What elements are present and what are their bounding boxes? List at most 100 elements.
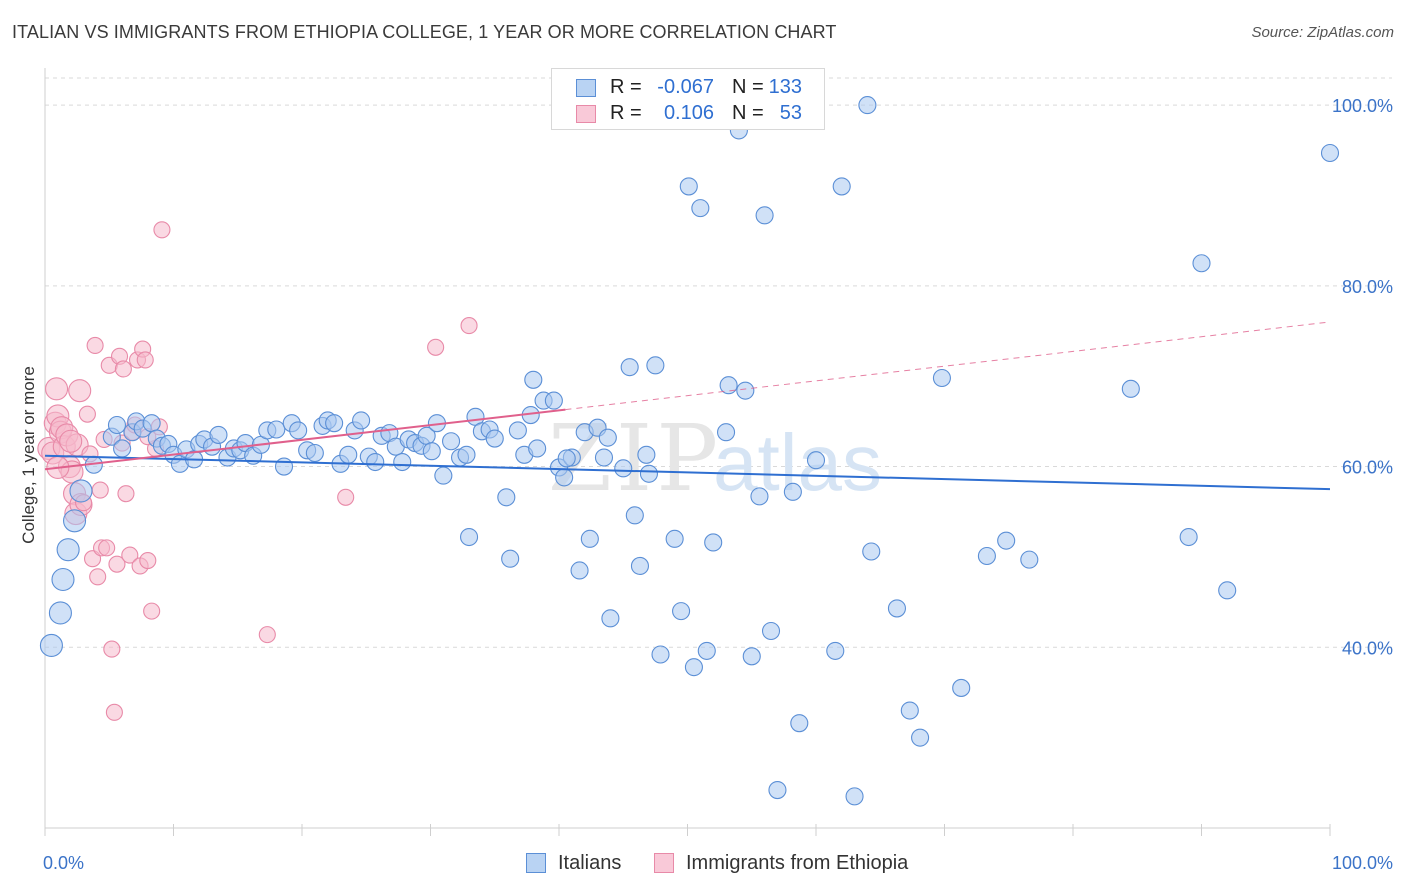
italian-point xyxy=(665,529,684,548)
italian-point xyxy=(646,356,665,375)
series-legend: Italians Immigrants from Ethiopia xyxy=(0,852,1406,878)
italian-point xyxy=(672,602,691,621)
italian-point xyxy=(497,488,516,507)
n-label: N = xyxy=(732,76,764,98)
italian-point xyxy=(485,429,504,448)
italian-point xyxy=(51,567,75,592)
italian-point xyxy=(736,381,755,400)
ethiopia-point xyxy=(139,551,157,570)
ethiopia-point xyxy=(153,221,171,239)
italian-point xyxy=(267,420,286,439)
italian-point xyxy=(704,533,723,552)
y-tick-label: 40.0% xyxy=(1342,638,1393,658)
legend-row-ethiopia: R = 0.106 N = 53 xyxy=(552,102,824,128)
chart-title: ITALIAN VS IMMIGRANTS FROM ETHIOPIA COLL… xyxy=(12,22,837,42)
legend-label-italians: Italians xyxy=(558,852,622,874)
italian-point xyxy=(826,641,845,660)
italian-point xyxy=(620,358,639,377)
ethiopia-point xyxy=(337,488,355,506)
y-tick-label: 100.0% xyxy=(1332,96,1393,116)
italian-point xyxy=(366,452,385,472)
tick-labels: 100.0% 80.0% 60.0% 40.0% 0.0% 100.0% xyxy=(43,96,1393,873)
n-label: N = xyxy=(732,102,764,124)
italian-point xyxy=(289,421,308,440)
ethiopia-point xyxy=(89,568,107,586)
italian-point xyxy=(459,527,479,547)
italian-point xyxy=(887,599,907,618)
italian-point xyxy=(601,609,620,628)
italian-point xyxy=(1192,254,1211,273)
italian-point xyxy=(679,177,698,196)
italian-point xyxy=(651,645,670,664)
y-tick-label: 60.0% xyxy=(1342,458,1393,478)
r-label: R = xyxy=(610,76,642,98)
italian-point xyxy=(806,451,826,470)
ethiopia-point xyxy=(117,485,135,503)
italian-point xyxy=(614,459,633,478)
y-axis-label: College, 1 year or more xyxy=(19,366,38,544)
italian-point xyxy=(457,445,476,464)
ethiopia-point xyxy=(103,640,121,658)
italian-point xyxy=(48,601,72,625)
ethiopia-point xyxy=(136,351,154,369)
ethiopia-point xyxy=(427,338,445,356)
trendline-ethiopia-extension xyxy=(565,321,1331,411)
italian-point xyxy=(977,546,996,566)
ethiopia-point xyxy=(460,317,478,335)
italian-point xyxy=(570,561,589,580)
series-ethiopia-points xyxy=(37,221,478,721)
trendline-italians xyxy=(44,454,1331,491)
italian-point xyxy=(952,678,971,697)
italian-point xyxy=(768,780,787,800)
ethiopia-point xyxy=(114,360,132,378)
legend-swatch-italians xyxy=(526,853,546,873)
italian-point xyxy=(911,728,930,747)
ethiopia-point xyxy=(108,555,126,573)
italian-point xyxy=(742,647,761,666)
y-tick-label: 80.0% xyxy=(1342,277,1393,297)
ethiopia-point xyxy=(59,429,83,453)
italian-point xyxy=(422,442,441,461)
italian-point xyxy=(63,509,87,533)
source-label: Source: ZipAtlas.com xyxy=(1251,24,1394,41)
legend-row-italians: R = -0.067 N = 133 xyxy=(552,76,824,102)
x-tick-label: 0.0% xyxy=(43,853,84,873)
correlation-legend: R = -0.067 N = 133 R = 0.106 N = 53 xyxy=(551,68,825,130)
grid-lines xyxy=(45,77,1392,648)
italian-point xyxy=(107,415,127,435)
trend-lines xyxy=(44,321,1331,491)
italian-point xyxy=(113,439,132,458)
italian-point xyxy=(393,452,412,472)
italian-point xyxy=(39,633,63,658)
italian-point xyxy=(598,428,617,447)
ethiopia-point xyxy=(98,539,116,557)
r-value-ethiopia: 0.106 xyxy=(663,102,714,124)
r-label: R = xyxy=(610,102,642,124)
ethiopia-point xyxy=(143,602,161,620)
legend-swatch-italians xyxy=(576,79,596,97)
italian-point xyxy=(716,423,736,442)
italian-point xyxy=(69,479,93,503)
italian-point xyxy=(1179,527,1198,547)
italian-point xyxy=(761,621,781,641)
ethiopia-point xyxy=(91,481,109,499)
italian-point xyxy=(832,177,851,196)
ethiopia-point xyxy=(105,703,123,721)
ethiopia-point xyxy=(121,546,139,564)
legend-label-ethiopia: Immigrants from Ethiopia xyxy=(686,852,909,874)
italian-point xyxy=(352,411,371,430)
italian-point xyxy=(442,432,461,451)
italian-point xyxy=(900,701,919,720)
italian-point xyxy=(755,206,774,225)
italian-point xyxy=(637,445,656,464)
italian-point xyxy=(845,787,864,806)
legend-swatch-ethiopia xyxy=(576,105,596,123)
italian-point xyxy=(594,448,614,467)
italian-point xyxy=(501,549,520,568)
italian-point xyxy=(325,414,344,433)
ethiopia-point xyxy=(68,379,92,403)
italian-point xyxy=(56,538,80,562)
italian-point xyxy=(932,368,951,388)
italian-point xyxy=(557,449,576,468)
italian-point xyxy=(508,421,527,440)
